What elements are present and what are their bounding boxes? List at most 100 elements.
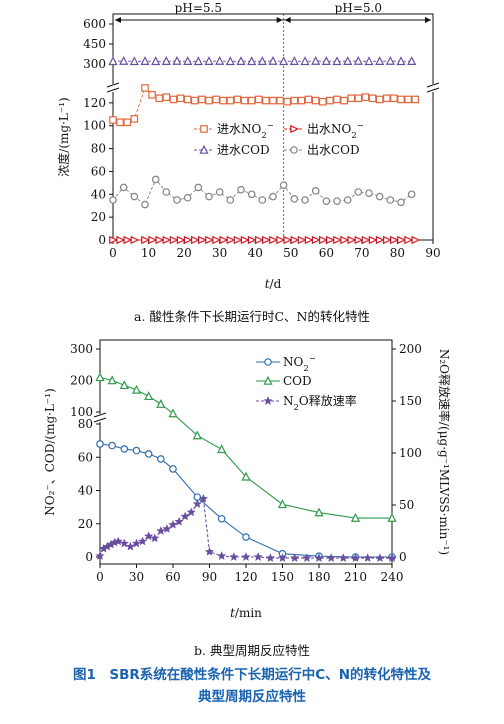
chart-a-series-1-point-10 bbox=[184, 237, 191, 243]
chart-a-xtick-label-9: 90 bbox=[425, 246, 440, 260]
chart-b-series-2-point-30 bbox=[327, 554, 335, 561]
chart-a-xtick-label-3: 30 bbox=[212, 246, 227, 260]
chart-b-series-0-point-2 bbox=[121, 446, 127, 452]
chart-b-series-2-point-31 bbox=[340, 554, 348, 561]
chart-a-series-3-point-1 bbox=[120, 184, 126, 190]
chart-b-series-1-point-2 bbox=[121, 381, 128, 388]
chart-a-series-0-point-4 bbox=[142, 85, 148, 91]
chart-a-series-1-point-14 bbox=[213, 237, 220, 243]
chart-a-series-1-point-16 bbox=[227, 237, 234, 243]
chart-a-ylabel: 浓度/(mg·L⁻¹) bbox=[56, 97, 71, 176]
chart-b-series-1-point-3 bbox=[133, 386, 140, 393]
chart-a-ytick-label-4: 80 bbox=[91, 142, 106, 156]
chart-a-series-1-point-7 bbox=[163, 237, 170, 243]
chart-a-series-1-point-30 bbox=[327, 237, 334, 243]
chart-a-series-1-point-26 bbox=[298, 237, 305, 243]
chart-b-ytick-label-1: 20 bbox=[78, 517, 93, 531]
chart-a-series-3-point-10 bbox=[216, 189, 222, 195]
chart-a-legend-label-0: 进水NO2− bbox=[217, 121, 274, 141]
chart-b-series-2-point-13 bbox=[163, 525, 171, 532]
chart-b-ytick-label-3: 60 bbox=[78, 450, 93, 464]
chart-a-series-1-point-35 bbox=[362, 237, 369, 243]
chart-a-series-1-point-18 bbox=[241, 237, 248, 243]
chart-a-series-1-point-34 bbox=[355, 237, 362, 243]
chart-a-series-1-point-8 bbox=[170, 237, 177, 243]
chart-b-series-0-point-8 bbox=[218, 516, 224, 522]
chart-b-series-2-line bbox=[100, 499, 392, 558]
chart-b-legend-label-1: COD bbox=[283, 374, 312, 388]
chart-a-series-1 bbox=[110, 237, 419, 243]
chart-a-series-3-point-3 bbox=[142, 201, 148, 207]
chart-a-phase-arrow-left bbox=[115, 17, 121, 23]
chart-b-ytick-upper-label-2: 300 bbox=[70, 342, 93, 356]
chart-a-series-0-point-36 bbox=[369, 95, 375, 101]
chart-a-legend-symbol-3-marker bbox=[291, 147, 297, 153]
chart-b-ytick-label-4: 80 bbox=[78, 417, 93, 431]
chart-b-ytick-label-2: 40 bbox=[78, 484, 93, 498]
chart-a-ytick-upper-label-0: 300 bbox=[83, 57, 106, 71]
chart-a-series-0-point-35 bbox=[362, 94, 368, 100]
chart-a-series-1-point-27 bbox=[305, 237, 312, 243]
chart-a-phase-arrow-right bbox=[425, 17, 431, 23]
chart-a-series-0-point-37 bbox=[376, 96, 382, 102]
chart-a-legend-symbol-0-marker bbox=[201, 126, 207, 132]
chart-a-xtick-label-8: 80 bbox=[390, 246, 405, 260]
chart-b-series-2-point-21 bbox=[218, 552, 226, 559]
chart-a-series-3-point-24 bbox=[366, 190, 372, 196]
chart-a-series-1-point-28 bbox=[312, 237, 319, 243]
chart-a-series-0-point-41 bbox=[405, 96, 411, 102]
chart-a-ytick-label-5: 100 bbox=[83, 119, 106, 133]
chart-a-series-0-point-14 bbox=[213, 96, 219, 102]
chart-b-series-1-point-10 bbox=[279, 501, 286, 508]
chart-a-series-0-point-2 bbox=[124, 119, 130, 125]
chart-b-series-0-point-3 bbox=[133, 447, 139, 453]
chart-a-series-2-point-10 bbox=[216, 57, 223, 64]
chart-a-series-3-point-11 bbox=[227, 197, 233, 203]
chart-a-legend-label-3: 出水COD bbox=[307, 143, 360, 157]
chart-a-series-3-point-26 bbox=[387, 197, 393, 203]
chart-b-series-2-point-34 bbox=[376, 554, 384, 561]
chart-a-series-0-point-19 bbox=[248, 97, 254, 103]
chart-a-series-1-point-17 bbox=[234, 237, 241, 243]
chart-a-series-1-point-4 bbox=[142, 237, 149, 243]
chart-b-legend-label-0: NO2− bbox=[283, 354, 316, 374]
chart-a-series-1-point-5 bbox=[149, 237, 156, 243]
chart-a-series-3-point-19 bbox=[312, 188, 318, 194]
chart-a-series-1-point-13 bbox=[206, 237, 213, 243]
chart-a-series-0-point-7 bbox=[163, 94, 169, 100]
chart-a-series-2-point-26 bbox=[387, 57, 394, 64]
chart-a-series-3-point-15 bbox=[270, 193, 276, 199]
chart-b-xtick-label-6: 180 bbox=[308, 570, 331, 584]
chart-a-ytick-upper-label-2: 600 bbox=[83, 17, 106, 31]
chart-b-series-0-point-9 bbox=[243, 534, 249, 540]
chart-a-xtick-label-2: 20 bbox=[176, 246, 191, 260]
chart-b-xtick-label-4: 120 bbox=[235, 570, 258, 584]
chart-b-series-1-point-6 bbox=[169, 410, 176, 417]
chart-b-series-2-point-24 bbox=[254, 553, 262, 560]
chart-a-xlabel: t/d bbox=[265, 277, 282, 291]
chart-a-series-1-point-22 bbox=[270, 237, 277, 243]
chart-b-series-1-point-8 bbox=[218, 446, 225, 453]
chart-b-series-0-point-0 bbox=[97, 441, 103, 447]
chart-b-ytick-right-label-0: 0 bbox=[399, 550, 407, 564]
chart-a-series-3-point-17 bbox=[291, 196, 297, 202]
chart-b-xtick-label-3: 90 bbox=[202, 570, 217, 584]
chart-a-series-0-point-40 bbox=[398, 96, 404, 102]
chart-a-series-3-point-28 bbox=[408, 191, 414, 197]
chart-a-series-1-point-33 bbox=[348, 237, 355, 243]
chart-a-xtick-label-4: 40 bbox=[248, 246, 263, 260]
chart-a-series-0-point-3 bbox=[131, 116, 137, 122]
chart-a-series-3-point-8 bbox=[195, 184, 201, 190]
chart-a-series-0-point-34 bbox=[355, 95, 361, 101]
chart-b-ytick-right-label-3: 150 bbox=[399, 394, 422, 408]
chart-a-series-0-point-26 bbox=[298, 97, 304, 103]
chart-a-series-1-point-25 bbox=[291, 237, 298, 243]
chart-a-series-1-point-31 bbox=[334, 237, 341, 243]
chart-b-series-2-point-22 bbox=[230, 553, 238, 560]
chart-b-series-1-point-5 bbox=[157, 400, 164, 407]
chart-a-series-1-point-41 bbox=[405, 237, 412, 243]
chart-a-series-0-point-39 bbox=[391, 95, 397, 101]
